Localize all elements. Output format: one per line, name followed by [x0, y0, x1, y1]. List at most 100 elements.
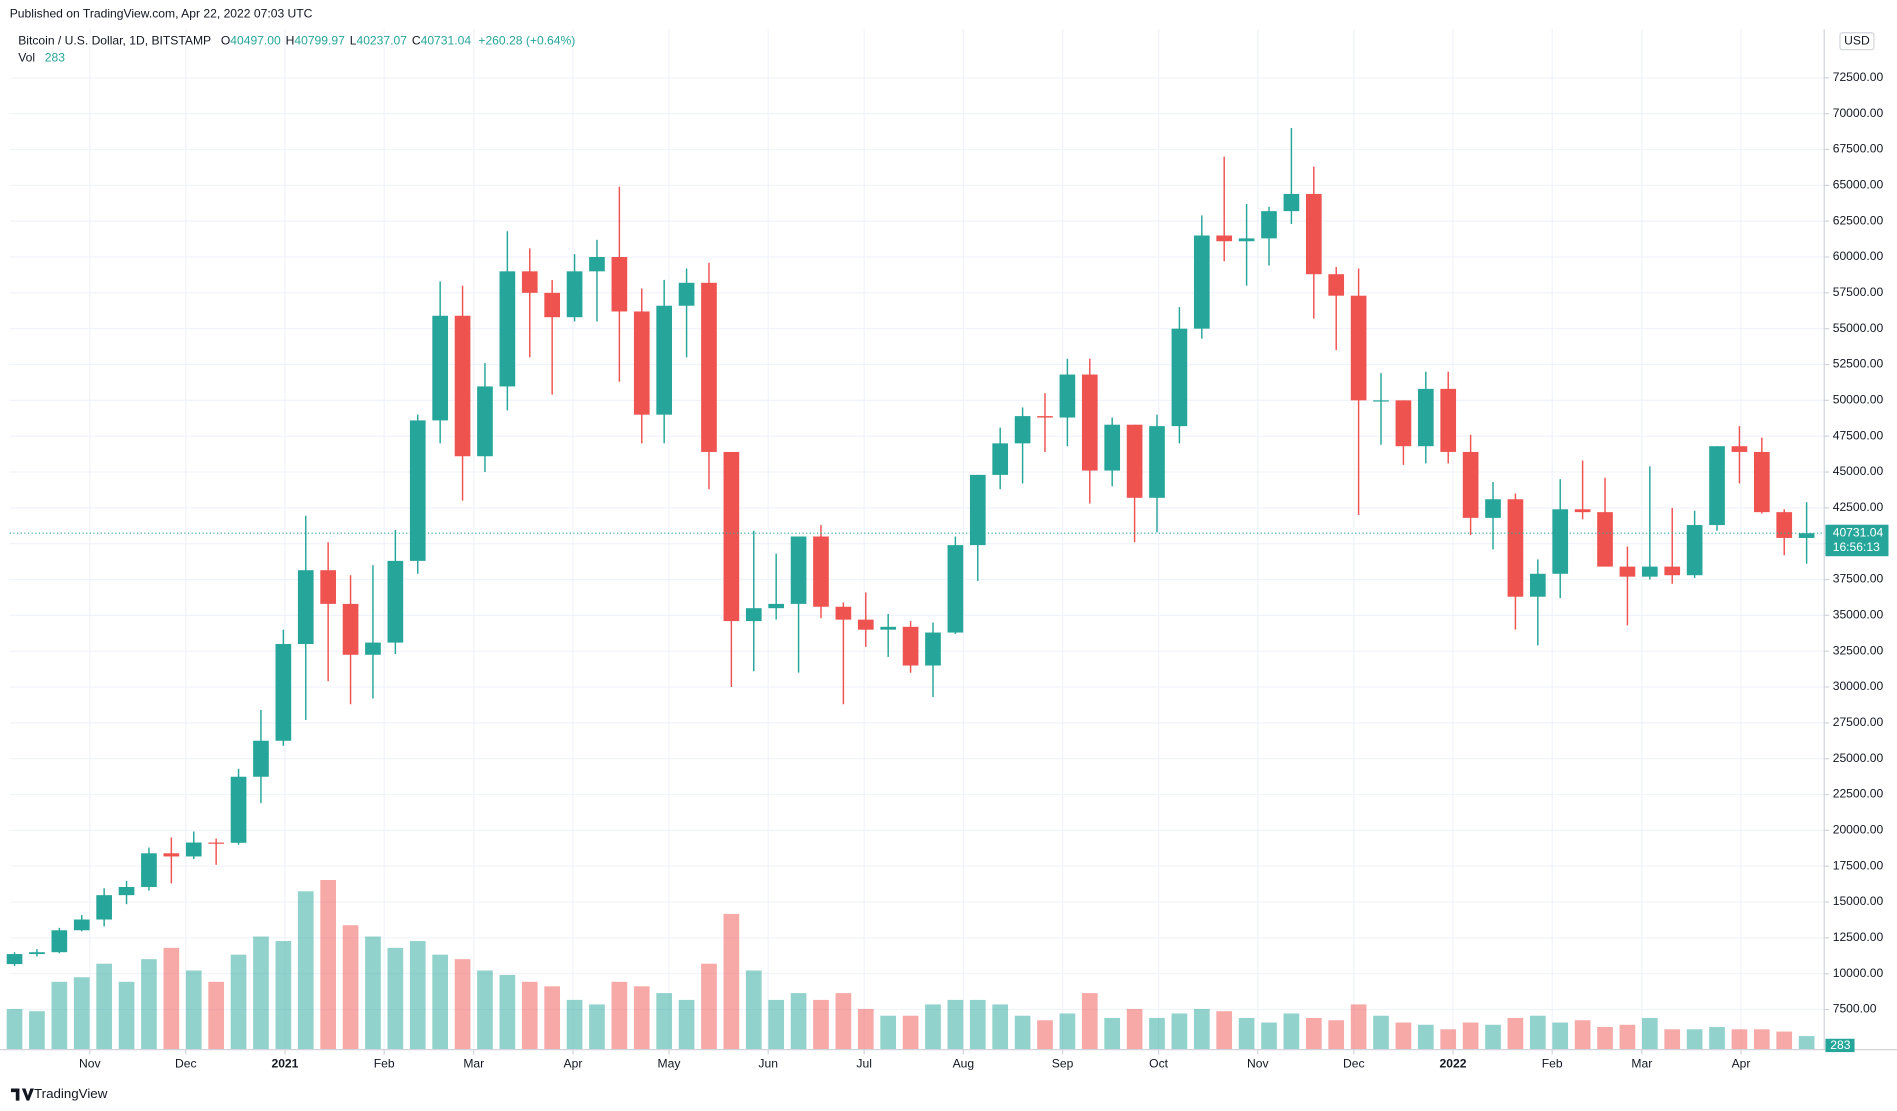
x-tick-label: May	[658, 1056, 682, 1070]
candle-body	[701, 282, 717, 452]
candle-body	[365, 642, 381, 655]
volume-bar	[477, 970, 493, 1050]
volume-bar	[745, 970, 762, 1050]
candle-body	[185, 842, 202, 857]
candle-body	[656, 305, 673, 415]
x-tick-label: Feb	[1542, 1056, 1563, 1070]
volume-bar	[275, 941, 292, 1050]
volume-bar	[1014, 1015, 1031, 1050]
candle-body	[1350, 295, 1367, 401]
volume-bar	[342, 925, 359, 1050]
x-tick-label: Dec	[175, 1056, 197, 1070]
candle-body	[1126, 424, 1143, 498]
y-tick-label: 12500.00	[1833, 930, 1884, 944]
candle-body	[678, 282, 695, 306]
legend-value: 40237.07	[356, 33, 407, 47]
logo-text: TradingView	[34, 1086, 108, 1101]
y-tick-label: 15000.00	[1833, 894, 1884, 908]
volume-bar	[73, 977, 90, 1050]
volume-bar	[1731, 1029, 1748, 1050]
volume-bar	[1126, 1008, 1143, 1050]
candles	[6, 127, 1815, 967]
y-tick-label: 50000.00	[1833, 393, 1884, 407]
x-tick-label: 2022	[1440, 1056, 1467, 1070]
volume-bar	[1059, 1013, 1076, 1050]
candle-body	[1798, 533, 1815, 538]
candle-body	[589, 257, 605, 272]
candle-body	[320, 570, 336, 604]
candle-body	[902, 626, 919, 666]
candle-body	[1462, 451, 1479, 518]
x-tick-label: Mar	[1631, 1056, 1652, 1070]
legend-title: Bitcoin / U.S. Dollar, 1D, BITSTAMP	[18, 33, 211, 47]
legend-value: 40731.04	[421, 33, 472, 47]
volume-bar	[969, 999, 986, 1050]
volume-bar	[1664, 1029, 1681, 1050]
candle-body	[1709, 446, 1725, 526]
candle-body	[768, 603, 785, 609]
volume-bar	[1485, 1024, 1501, 1050]
volume-bar	[1507, 1017, 1524, 1050]
candle-body	[1014, 416, 1031, 444]
x-tick-label: 2021	[271, 1056, 298, 1070]
x-tick-label: Nov	[1247, 1056, 1269, 1070]
candle-body	[1664, 566, 1681, 576]
candle-body	[521, 271, 538, 293]
logo-mark	[10, 1088, 34, 1101]
x-tick-label: Apr	[1732, 1056, 1751, 1070]
candle-body	[118, 886, 135, 896]
candle-body	[163, 853, 180, 857]
volume-bar	[1552, 1022, 1569, 1050]
candle-body	[409, 420, 426, 561]
volume-bar	[1216, 1011, 1233, 1050]
legend-key: H	[286, 33, 295, 47]
x-tick-label: Apr	[564, 1056, 583, 1070]
currency-box	[1839, 32, 1875, 51]
volume-bar	[6, 1008, 23, 1050]
candle-body	[1641, 566, 1658, 577]
volume-bar	[521, 981, 538, 1050]
candle-body	[611, 257, 628, 312]
candle-body	[1373, 400, 1389, 402]
currency: USD	[1844, 33, 1870, 47]
volume-bar	[1776, 1031, 1793, 1050]
volume-bar	[1149, 1017, 1165, 1050]
y-tick-label: 22500.00	[1833, 787, 1884, 801]
volume-bar	[992, 1004, 1009, 1050]
x-tick-label: Dec	[1343, 1056, 1365, 1070]
volume-bar	[454, 959, 471, 1050]
legend: Bitcoin / U.S. Dollar, 1D, BITSTAMP O 4049…	[18, 33, 575, 64]
candle-body	[1104, 424, 1121, 471]
volume-bar	[1709, 1027, 1725, 1050]
candle-body	[925, 632, 941, 666]
legend-value: 40799.97	[294, 33, 345, 47]
y-tick-label: 42500.00	[1833, 500, 1884, 514]
volume-bar	[544, 986, 561, 1050]
candle-body	[790, 536, 807, 604]
candle-body	[1216, 235, 1233, 242]
volume-bar	[1619, 1024, 1636, 1050]
candle-body	[1037, 416, 1053, 418]
candle-body	[1574, 509, 1591, 513]
y-tick-label: 67500.00	[1833, 142, 1884, 156]
x-tick-label: Aug	[953, 1056, 975, 1070]
candle-body	[1081, 374, 1098, 471]
volume-bar	[611, 981, 628, 1050]
published-note: Published on TradingView.com, Apr 22, 20…	[10, 7, 313, 21]
y-tick-label: 62500.00	[1833, 213, 1884, 227]
y-tick-label: 60000.00	[1833, 249, 1884, 263]
candle-body	[1529, 573, 1546, 597]
candle-body	[723, 451, 740, 622]
volume-bar	[1440, 1029, 1457, 1050]
y-tick-label: 10000.00	[1833, 966, 1884, 980]
volume-bar	[1686, 1029, 1703, 1050]
volume-bar	[768, 999, 785, 1050]
candle-body	[73, 919, 90, 931]
volume-bar	[499, 975, 516, 1050]
y-tick-label: 7500.00	[1833, 1002, 1877, 1016]
volume-bar	[723, 913, 740, 1050]
volume-label-box	[1825, 1038, 1855, 1053]
volume-bar	[633, 986, 650, 1050]
volume-bar	[1798, 1036, 1815, 1050]
